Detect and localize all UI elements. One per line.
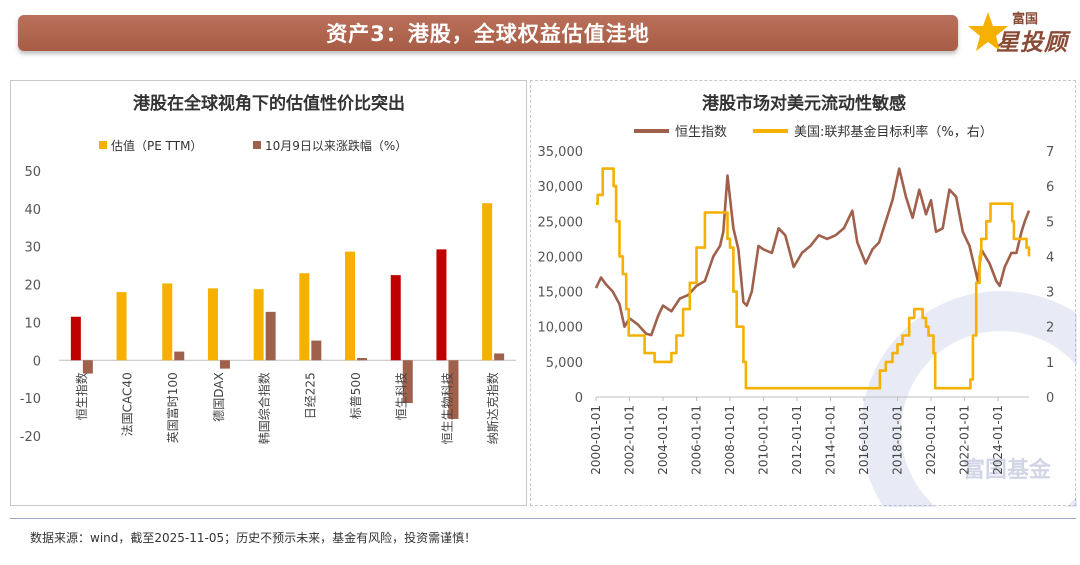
line-chart-title: 港股市场对美元流动性敏感 xyxy=(702,93,906,114)
category-label: 纳斯达克指数 xyxy=(485,372,500,444)
x-tick-label: 2016-01-01 xyxy=(857,405,871,475)
bar-change xyxy=(448,360,459,419)
footer-disclaimer: 数据来源：wind，截至2025-11-05；历史不预示未来，基金有风险，投资需… xyxy=(30,531,477,545)
bar-valuation xyxy=(390,275,401,361)
legend-swatch-1 xyxy=(253,141,261,149)
bar-valuation xyxy=(436,249,447,361)
legend-swatch-0 xyxy=(99,141,107,149)
y-left-tick-label: 0 xyxy=(575,391,583,406)
left-chart-panel: 港股在全球视角下的估值性价比突出估值（PE TTM） 10月9日以来涨跌幅（%） -… xyxy=(10,80,527,506)
watermark-text: 富国基金 xyxy=(963,457,1052,483)
legend-label-1: 10月9日以来涨跌幅（%） xyxy=(265,138,407,153)
y-tick-label: 20 xyxy=(24,279,41,294)
category-label: 韩国综合指数 xyxy=(257,372,272,444)
bar-change xyxy=(494,353,505,361)
series-line-fed-rate xyxy=(596,167,1031,390)
x-tick-label: 2006-01-01 xyxy=(690,405,704,475)
category-label: 德国DAX xyxy=(211,372,226,421)
bar-change xyxy=(219,360,230,369)
y-left-tick-label: 30,000 xyxy=(538,180,584,195)
category-label: 标普500 xyxy=(349,372,363,419)
y-left-tick-label: 20,000 xyxy=(538,250,584,265)
bar-change xyxy=(402,360,413,404)
y-left-tick-label: 35,000 xyxy=(538,145,584,160)
star-icon xyxy=(968,12,1008,51)
category-label: 恒生生物科技 xyxy=(440,372,454,444)
y-left-tick-label: 10,000 xyxy=(538,321,584,336)
x-tick-label: 2004-01-01 xyxy=(656,405,670,475)
bar-valuation xyxy=(482,203,493,361)
bar-valuation xyxy=(253,289,264,361)
legend-label-0: 估值（PE TTM） xyxy=(111,138,202,153)
y-right-tick-label: 6 xyxy=(1046,180,1054,195)
x-tick-label: 2002-01-01 xyxy=(623,405,637,475)
bar-change xyxy=(357,358,368,361)
x-tick-label: 2024-01-01 xyxy=(991,405,1005,475)
bar-change xyxy=(265,311,276,361)
category-label: 法国CAC40 xyxy=(121,372,135,436)
y-right-tick-label: 4 xyxy=(1046,250,1054,265)
y-left-tick-label: 25,000 xyxy=(538,215,584,230)
category-label: 恒生科技 xyxy=(395,372,409,420)
y-right-tick-label: 3 xyxy=(1046,286,1054,301)
y-right-tick-label: 1 xyxy=(1046,356,1054,371)
category-label: 日经225 xyxy=(303,372,317,419)
x-tick-label: 2018-01-01 xyxy=(891,405,905,475)
series-line-hsi xyxy=(594,167,1031,337)
legend-label-hsi: 恒生指数 xyxy=(675,125,727,140)
x-tick-label: 2008-01-01 xyxy=(723,405,737,475)
bar-change xyxy=(82,360,93,374)
x-tick-label: 2022-01-01 xyxy=(958,405,972,475)
bar-chart-title: 港股在全球视角下的估值性价比突出 xyxy=(133,93,405,114)
x-tick-label: 2000-01-01 xyxy=(589,405,603,475)
bar-change xyxy=(311,340,322,361)
x-tick-label: 2014-01-01 xyxy=(824,405,838,475)
legend-label-fed: 美国:联邦基金目标利率（%，右） xyxy=(794,124,993,140)
bar-valuation xyxy=(70,316,81,361)
logo: 富国 星投顾 xyxy=(966,6,1074,56)
bar-valuation xyxy=(116,292,127,361)
y-tick-label: 0 xyxy=(33,354,41,369)
category-label: 恒生指数 xyxy=(74,372,89,420)
y-tick-label: 40 xyxy=(24,203,41,218)
bar-valuation xyxy=(207,288,218,361)
y-left-tick-label: 15,000 xyxy=(538,286,584,301)
bar-change xyxy=(174,351,185,361)
x-tick-label: 2010-01-01 xyxy=(757,405,771,475)
header-bar: 资产3：港股，全球权益估值洼地 xyxy=(18,15,958,51)
y-tick-label: -20 xyxy=(20,430,41,445)
y-left-tick-label: 5,000 xyxy=(546,356,583,371)
y-tick-label: 30 xyxy=(24,241,41,256)
y-right-tick-label: 0 xyxy=(1046,391,1054,406)
y-tick-label: 50 xyxy=(24,165,41,180)
bar-valuation xyxy=(299,273,310,361)
logo-main-text: 星投顾 xyxy=(996,30,1068,56)
bar-valuation xyxy=(345,251,356,361)
y-right-tick-label: 2 xyxy=(1046,321,1054,336)
y-tick-label: -10 xyxy=(20,392,41,407)
page-title: 资产3：港股，全球权益估值洼地 xyxy=(326,22,650,46)
y-right-tick-label: 7 xyxy=(1046,145,1054,160)
x-tick-label: 2012-01-01 xyxy=(790,405,804,475)
y-tick-label: 10 xyxy=(24,316,41,331)
category-label: 英国富时100 xyxy=(165,372,180,443)
watermark xyxy=(861,291,1077,507)
x-tick-label: 2020-01-01 xyxy=(924,405,938,475)
right-chart-panel: 富国基金 港股市场对美元流动性敏感恒生指数 美国:联邦基金目标利率（%，右） 0 5,0… xyxy=(530,80,1077,507)
y-right-tick-label: 5 xyxy=(1046,215,1054,230)
bar-valuation xyxy=(162,283,173,361)
footer-divider xyxy=(10,518,1076,519)
logo-top-text: 富国 xyxy=(1012,12,1039,27)
